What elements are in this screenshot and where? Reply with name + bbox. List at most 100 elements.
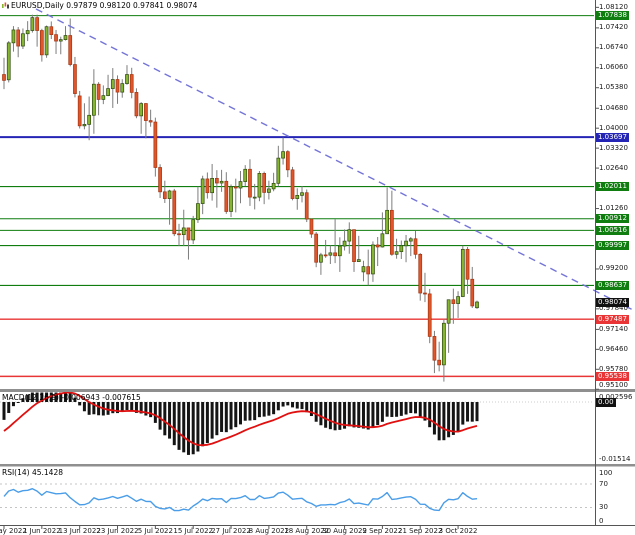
macd-histogram-bar [63, 392, 67, 402]
date-label[interactable]: 1 Jun 2022 [23, 526, 61, 535]
macd-histogram-bar [97, 402, 101, 416]
date-label[interactable]: 5 Jul 2022 [137, 526, 173, 535]
macd-histogram-bar [343, 402, 347, 429]
macd-histogram-bar [409, 402, 413, 414]
price-tick-label[interactable]: 1.08120 [599, 2, 628, 11]
macd-histogram-bar [49, 392, 53, 402]
macd-histogram-bar [371, 402, 375, 428]
macd-histogram-bar [21, 398, 25, 402]
price-tick-label[interactable]: 1.04000 [599, 123, 628, 132]
candle-body [39, 30, 44, 56]
candle-body [77, 95, 82, 127]
date-label[interactable]: 20 May 2022 [0, 526, 27, 535]
price-tick-label[interactable]: 1.04680 [599, 103, 628, 112]
price-tick-label[interactable]: 0.96460 [599, 344, 628, 353]
pane-divider[interactable] [0, 389, 635, 392]
candle-body [352, 229, 356, 262]
ohlc-open: 0.97879 [66, 1, 98, 10]
macd-histogram-bar [352, 402, 356, 428]
macd-pane[interactable] [0, 392, 595, 455]
candle-body [375, 244, 380, 248]
macd-histogram-bar [380, 402, 384, 422]
main-pane[interactable] [0, 14, 595, 382]
date-label[interactable]: 13 Jun 2022 [58, 526, 101, 535]
candle-body [21, 33, 25, 47]
macd-histogram-bar [461, 402, 465, 425]
candle-body [323, 254, 328, 257]
price-tick-label[interactable]: 0.95100 [599, 380, 628, 389]
candle-body [158, 167, 162, 193]
descending-trendline[interactable] [35, 8, 635, 312]
price-tick-label[interactable]: 1.06740 [599, 43, 628, 52]
macd-histogram-bar [172, 402, 176, 446]
price-tick-label[interactable]: 0.99200 [599, 264, 628, 273]
price-level-tag: 0.95538 [596, 371, 629, 381]
macd-histogram-bar [191, 402, 195, 455]
macd-histogram-bar [418, 402, 422, 418]
macd-histogram-bar [134, 402, 138, 413]
price-tick-label[interactable]: 1.03320 [599, 143, 628, 152]
price-tick-label[interactable]: 0.97140 [599, 324, 628, 333]
rsi-name: RSI(14) [2, 467, 30, 477]
candle-body [408, 238, 413, 242]
pane-divider[interactable] [0, 464, 635, 467]
macd-histogram-bar [442, 402, 446, 441]
candle-body [49, 26, 54, 35]
candle-body [238, 181, 243, 189]
macd-histogram-bar [177, 402, 181, 450]
macd-histogram-bar [333, 402, 337, 431]
macd-histogram-bar [347, 402, 351, 427]
candle-body [342, 240, 347, 247]
date-label[interactable]: 15 Jul 2022 [173, 526, 213, 535]
date-label[interactable]: 21 Sep 2022 [398, 526, 443, 535]
macd-histogram-bar [267, 402, 271, 416]
macd-histogram-bar [319, 402, 323, 426]
price-tick-label[interactable]: 1.05380 [599, 83, 628, 92]
date-label[interactable]: 9 Sep 2022 [362, 526, 403, 535]
price-tick-label[interactable]: 1.02640 [599, 163, 628, 172]
macd-histogram-bar [201, 402, 205, 447]
price-tick-label[interactable]: 1.07420 [599, 23, 628, 32]
candle-body [148, 120, 153, 123]
date-label[interactable]: 23 Jun 2022 [96, 526, 139, 535]
candle-body [399, 245, 404, 253]
macd-histogram-bar [11, 402, 15, 407]
macd-histogram-bar [456, 402, 460, 433]
macd-scale-max: 0.002596 [599, 392, 633, 401]
candle-body [300, 192, 304, 196]
macd-histogram-bar [224, 402, 228, 433]
candle-body [470, 278, 475, 307]
candle-body [205, 178, 210, 194]
symbol-timeframe-label: EURUSD,Daily [11, 1, 64, 10]
macd-histogram-bar [286, 402, 290, 406]
candle-body [186, 227, 191, 241]
macd-histogram-bar [451, 402, 455, 435]
macd-histogram-bar [432, 402, 436, 435]
macd-histogram-bar [186, 402, 190, 455]
macd-signal-line [3, 392, 478, 447]
macd-histogram-bar [78, 402, 82, 406]
date-label[interactable]: 30 Aug 2022 [322, 526, 367, 535]
candle-body [290, 169, 295, 199]
rsi-pane[interactable] [0, 483, 595, 512]
candle-body [224, 180, 229, 212]
date-label[interactable]: 3 Oct 2022 [438, 526, 478, 535]
macd-histogram-bar [92, 402, 96, 415]
price-tick-label[interactable]: 1.01260 [599, 204, 628, 213]
date-label[interactable]: 8 Aug 2022 [248, 526, 290, 535]
candle-body [63, 35, 68, 40]
price-tick-label[interactable]: 1.06060 [599, 63, 628, 72]
price-tick-label[interactable]: 0.97840 [599, 304, 628, 313]
chart-title: EURUSD,Daily 0.97879 0.98120 0.97841 0.9… [11, 1, 197, 10]
price-tick-label[interactable]: 0.95780 [599, 364, 628, 373]
rsi-value: 45.1428 [31, 467, 63, 477]
candle-body [394, 251, 399, 255]
date-label[interactable]: 27 Jul 2022 [211, 526, 251, 535]
macd-histogram-bar [125, 402, 129, 411]
date-label[interactable]: 18 Aug 2022 [284, 526, 330, 535]
candle-body [442, 322, 446, 366]
macd-histogram-bar [16, 402, 20, 403]
macd-histogram-bar [385, 402, 389, 417]
